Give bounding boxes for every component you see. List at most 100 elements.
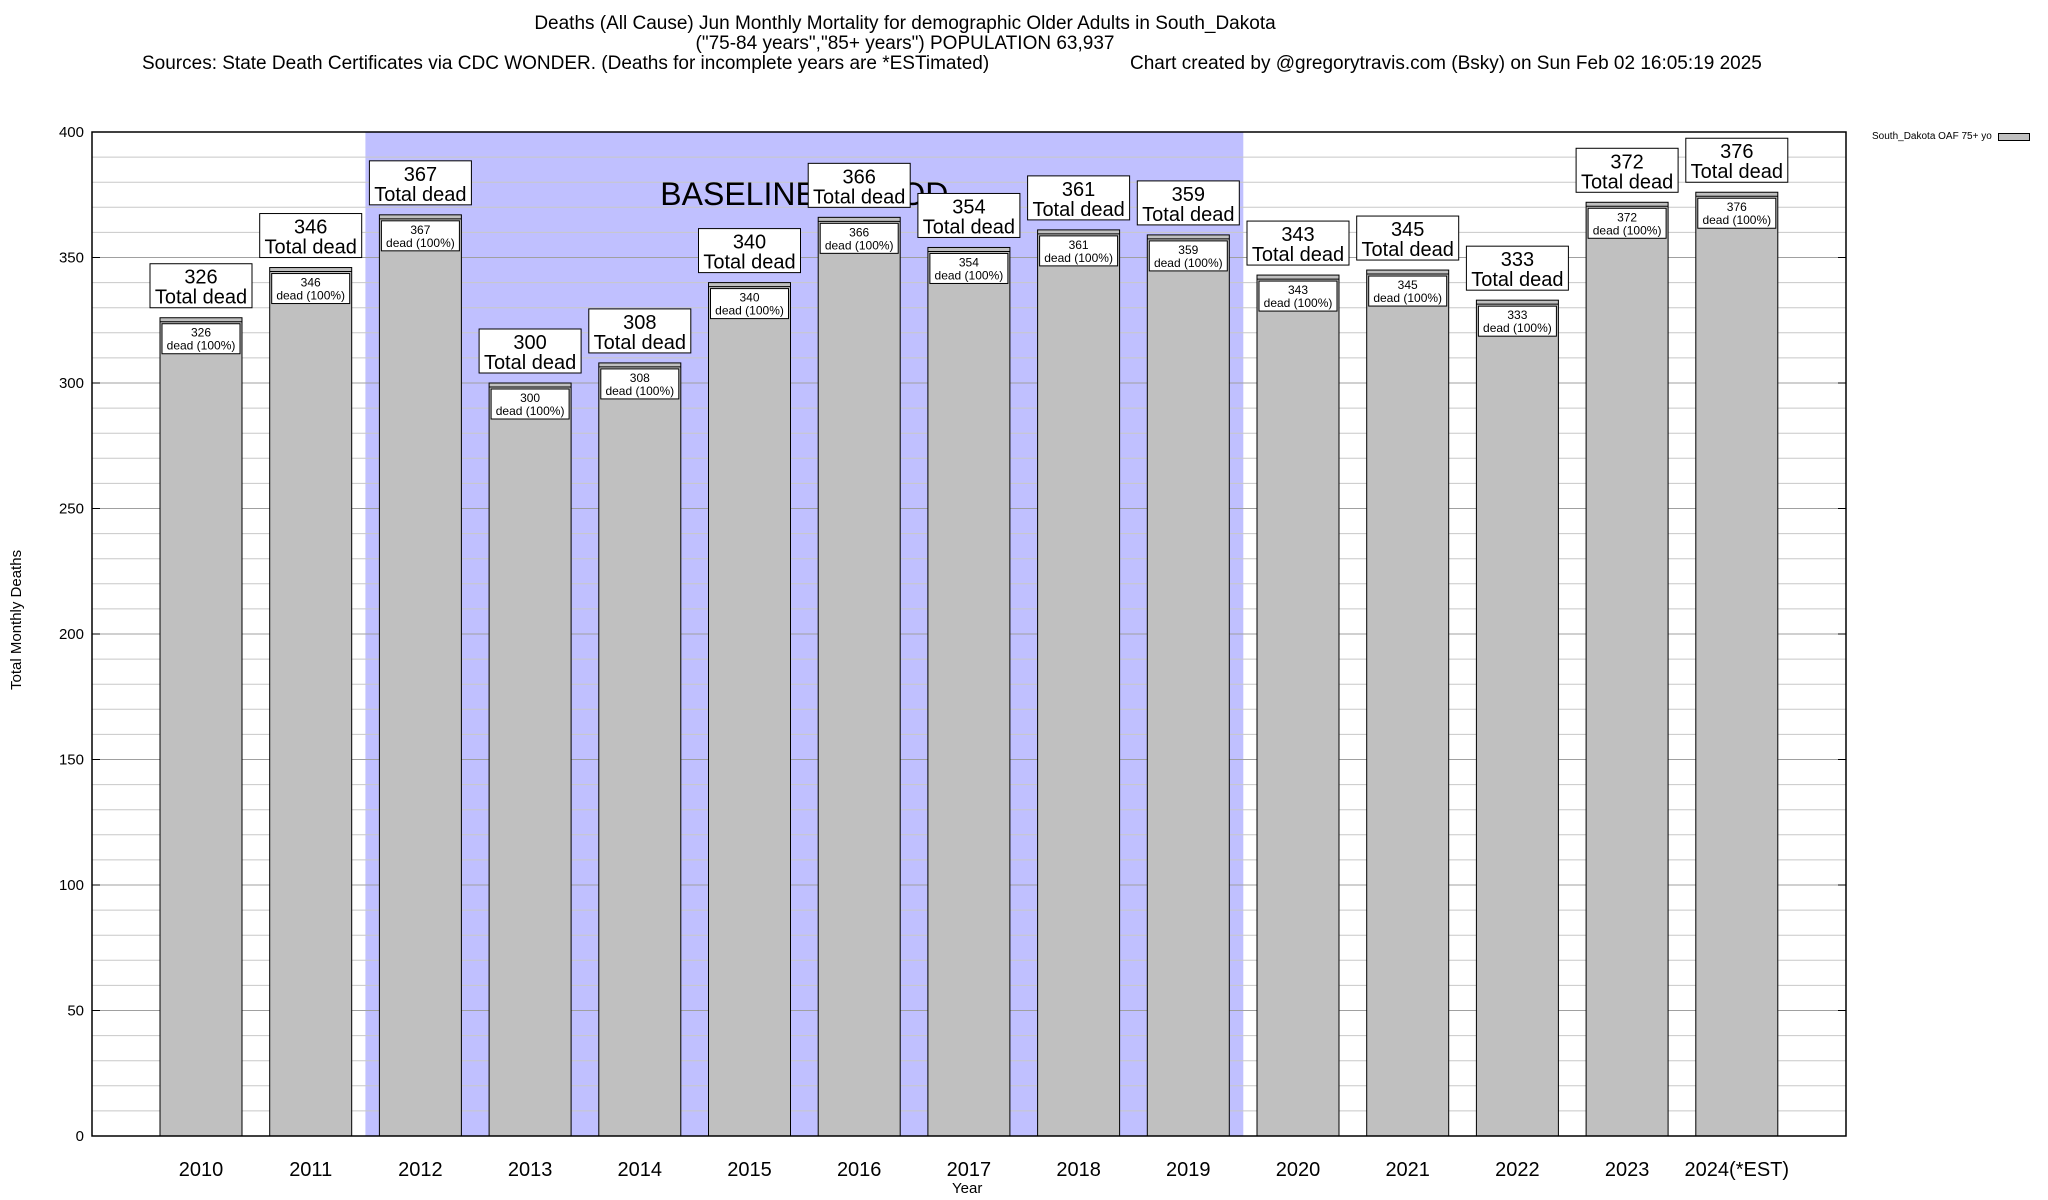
outer-total-label: Total dead [484,352,576,374]
y-axis-label: Total Monthly Deaths [8,549,25,690]
outer-total-label: Total dead [1581,171,1673,193]
inner-label-box [1368,275,1448,307]
inner-label-box [1258,280,1338,312]
outer-label-box [478,328,582,374]
outer-label-box [917,192,1021,238]
inner-label-box [161,323,241,355]
x-tick-label: 2013 [508,1159,553,1181]
inner-value-label: 300 [520,391,540,405]
y-tick-label: 200 [59,626,84,643]
chart-subtitle: ("75-84 years","85+ years") POPULATION 6… [695,33,1115,54]
x-tick-label: 2010 [179,1159,224,1181]
x-tick-label: 2014 [618,1159,663,1181]
outer-label-box [1356,215,1460,261]
y-tick-label: 0 [76,1128,84,1145]
outer-value-label: 345 [1391,219,1424,241]
inner-value-label: 308 [630,371,650,385]
outer-value-label: 354 [952,196,985,218]
outer-total-label: Total dead [923,216,1015,238]
inner-percent-label: dead (100%) [167,339,236,353]
inner-percent-label: dead (100%) [1483,321,1552,335]
bar [1366,269,1450,1137]
outer-total-label: Total dead [703,252,795,274]
outer-total-label: Total dead [1362,239,1454,261]
outer-total-label: Total dead [1032,199,1124,221]
inner-value-label: 361 [1069,238,1089,252]
outer-total-label: Total dead [594,332,686,354]
inner-value-label: 359 [1178,243,1198,257]
outer-label-box [1246,220,1350,266]
y-tick-label: 150 [59,752,84,769]
x-tick-label: 2018 [1056,1159,1101,1181]
legend-swatch [1997,132,2030,141]
chart-credit: Chart created by @gregorytravis.com (Bsk… [1130,53,1762,74]
outer-value-label: 340 [733,232,766,254]
inner-label-box [380,220,460,252]
outer-value-label: 343 [1281,224,1314,246]
x-axis-label: Year [952,1180,983,1197]
inner-label-box [490,388,570,420]
outer-label-box [149,263,253,309]
outer-value-label: 359 [1172,184,1205,206]
bar [927,246,1011,1137]
x-tick-label: 2012 [398,1159,443,1181]
inner-percent-label: dead (100%) [1264,296,1333,310]
inner-percent-label: dead (100%) [825,238,894,252]
bar [488,382,572,1137]
outer-label-box [588,308,692,354]
x-tick-label: 2023 [1605,1159,1650,1181]
x-tick-label: 2016 [837,1159,882,1181]
inner-value-label: 376 [1727,200,1747,214]
bar [817,216,901,1137]
inner-value-label: 346 [301,276,321,290]
inner-percent-label: dead (100%) [1154,256,1223,270]
inner-value-label: 333 [1507,308,1527,322]
outer-label-box [807,162,911,208]
x-tick-label: 2024(*EST) [1685,1159,1790,1181]
legend: South_Dakota OAF 75+ yo [1872,131,2030,142]
bar [1037,229,1121,1137]
outer-total-label: Total dead [1142,204,1234,226]
x-tick-label: 2022 [1495,1159,1540,1181]
outer-value-label: 333 [1501,249,1534,271]
outer-total-label: Total dead [1252,244,1344,266]
inner-percent-label: dead (100%) [1702,213,1771,227]
inner-percent-label: dead (100%) [1044,251,1113,265]
inner-percent-label: dead (100%) [935,268,1004,282]
outer-label-box [1465,245,1569,291]
outer-total-label: Total dead [374,184,466,206]
bar [598,362,682,1137]
outer-value-label: 372 [1610,151,1643,173]
outer-total-label: Total dead [265,237,357,259]
outer-value-label: 326 [184,267,217,289]
chart-title: Deaths (All Cause) Jun Monthly Mortality… [534,13,1276,34]
outer-total-label: Total dead [1471,269,1563,291]
inner-value-label: 367 [410,223,430,237]
outer-value-label: 367 [404,164,437,186]
inner-percent-label: dead (100%) [605,384,674,398]
outer-total-label: Total dead [813,186,905,208]
inner-label-box [929,252,1009,284]
x-tick-label: 2019 [1166,1159,1211,1181]
inner-label-box [600,368,680,400]
legend-label: South_Dakota OAF 75+ yo [1872,131,1992,142]
x-tick-label: 2021 [1385,1159,1430,1181]
inner-percent-label: dead (100%) [276,289,345,303]
x-tick-label: 2015 [727,1159,772,1181]
outer-value-label: 346 [294,217,327,239]
outer-value-label: 308 [623,312,656,334]
bar [378,214,462,1137]
outer-label-box [698,228,801,274]
outer-value-label: 366 [843,166,876,188]
y-tick-label: 300 [59,375,84,392]
outer-label-box [1136,180,1240,226]
inner-percent-label: dead (100%) [715,304,784,318]
inner-value-label: 343 [1288,283,1308,297]
outer-label-box [1685,137,1789,183]
bar [1475,299,1559,1137]
inner-label-box [1477,305,1557,337]
inner-percent-label: dead (100%) [496,404,565,418]
bar [1585,201,1669,1137]
y-tick-label: 250 [59,501,84,518]
